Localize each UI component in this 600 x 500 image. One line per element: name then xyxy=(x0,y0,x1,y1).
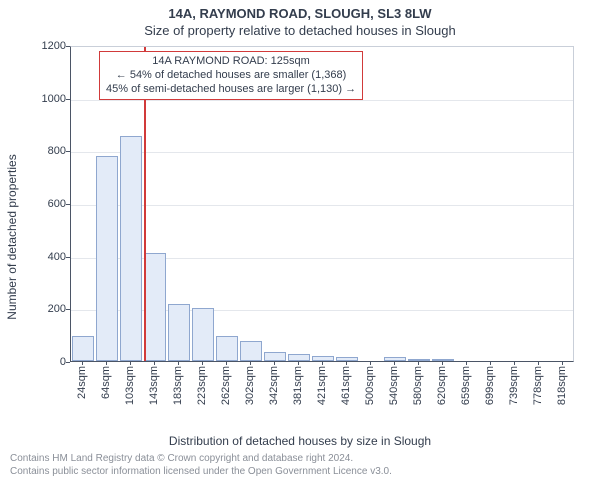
x-tick-label: 24sqm xyxy=(76,366,88,399)
x-tick-label: 778sqm xyxy=(532,366,544,405)
histogram-bar xyxy=(264,352,286,361)
footer-line2: Contains public sector information licen… xyxy=(10,465,590,478)
x-tick-label: 342sqm xyxy=(268,366,280,405)
x-tick-label: 540sqm xyxy=(388,366,400,405)
y-tick-mark xyxy=(66,46,70,47)
histogram-bar xyxy=(216,336,238,361)
page-title-address: 14A, RAYMOND ROAD, SLOUGH, SL3 8LW xyxy=(0,0,600,21)
x-tick-label: 620sqm xyxy=(436,366,448,405)
x-tick-mark xyxy=(274,361,275,365)
x-tick-label: 223sqm xyxy=(196,366,208,405)
y-tick-label: 200 xyxy=(48,303,66,315)
x-tick-mark xyxy=(250,361,251,365)
footer-attribution: Contains HM Land Registry data © Crown c… xyxy=(0,448,600,478)
x-tick-mark xyxy=(298,361,299,365)
annotation-line1: 14A RAYMOND ROAD: 125sqm xyxy=(106,55,356,69)
x-tick-label: 183sqm xyxy=(172,366,184,405)
y-tick-label: 800 xyxy=(48,145,66,157)
histogram-bar xyxy=(120,136,142,361)
histogram-bar xyxy=(168,304,190,361)
histogram-bar xyxy=(96,156,118,361)
x-tick-mark xyxy=(418,361,419,365)
x-tick-label: 381sqm xyxy=(292,366,304,405)
x-tick-label: 421sqm xyxy=(316,366,328,405)
x-tick-mark xyxy=(394,361,395,365)
x-tick-mark xyxy=(82,361,83,365)
x-tick-label: 659sqm xyxy=(460,366,472,405)
y-tick-mark xyxy=(66,309,70,310)
x-tick-mark xyxy=(106,361,107,365)
y-tick-mark xyxy=(66,151,70,152)
y-tick-label: 1000 xyxy=(42,93,66,105)
x-axis-ticks: 24sqm 64sqm 103sqm 143sqm 183sqm 223sqm 262sqm… xyxy=(70,362,574,432)
annotation-line2: ← 54% of detached houses are smaller (1,… xyxy=(106,69,356,83)
x-tick-label: 262sqm xyxy=(220,366,232,405)
y-tick-mark xyxy=(66,362,70,363)
x-tick-mark xyxy=(370,361,371,365)
histogram-bar xyxy=(72,336,94,361)
x-tick-label: 302sqm xyxy=(244,366,256,405)
gridline xyxy=(71,152,573,153)
annotation-line3: 45% of semi-detached houses are larger (… xyxy=(106,83,356,97)
y-tick-mark xyxy=(66,257,70,258)
marker-annotation: 14A RAYMOND ROAD: 125sqm ← 54% of detach… xyxy=(99,51,363,100)
x-tick-mark xyxy=(442,361,443,365)
x-tick-mark xyxy=(346,361,347,365)
x-tick-mark xyxy=(466,361,467,365)
y-tick-label: 600 xyxy=(48,198,66,210)
x-tick-mark xyxy=(490,361,491,365)
y-tick-mark xyxy=(66,99,70,100)
gridline xyxy=(71,205,573,206)
x-tick-mark xyxy=(226,361,227,365)
x-tick-label: 818sqm xyxy=(556,366,568,405)
x-axis-label: Distribution of detached houses by size … xyxy=(0,432,600,448)
y-tick-mark xyxy=(66,204,70,205)
x-tick-label: 64sqm xyxy=(100,366,112,399)
x-tick-mark xyxy=(514,361,515,365)
y-axis-label: Number of detached properties xyxy=(5,154,19,319)
histogram-bar xyxy=(288,354,310,361)
x-tick-mark xyxy=(178,361,179,365)
x-tick-label: 500sqm xyxy=(364,366,376,405)
plot-area: 14A RAYMOND ROAD: 125sqm ← 54% of detach… xyxy=(70,46,574,362)
footer-line1: Contains HM Land Registry data © Crown c… xyxy=(10,452,590,465)
x-tick-label: 143sqm xyxy=(148,366,160,405)
histogram-bar xyxy=(192,308,214,361)
x-tick-mark xyxy=(154,361,155,365)
histogram-chart: Number of detached properties 14A RAYMON… xyxy=(20,42,580,432)
x-tick-mark xyxy=(538,361,539,365)
x-tick-mark xyxy=(322,361,323,365)
x-tick-label: 461sqm xyxy=(340,366,352,405)
x-tick-label: 580sqm xyxy=(412,366,424,405)
x-tick-label: 103sqm xyxy=(124,366,136,405)
x-tick-mark xyxy=(562,361,563,365)
x-tick-mark xyxy=(130,361,131,365)
histogram-bar xyxy=(144,253,166,361)
x-tick-label: 699sqm xyxy=(484,366,496,405)
y-tick-label: 400 xyxy=(48,251,66,263)
histogram-bar xyxy=(240,341,262,361)
page-title-subtitle: Size of property relative to detached ho… xyxy=(0,21,600,42)
y-tick-label: 1200 xyxy=(42,40,66,52)
x-tick-mark xyxy=(202,361,203,365)
x-tick-label: 739sqm xyxy=(508,366,520,405)
